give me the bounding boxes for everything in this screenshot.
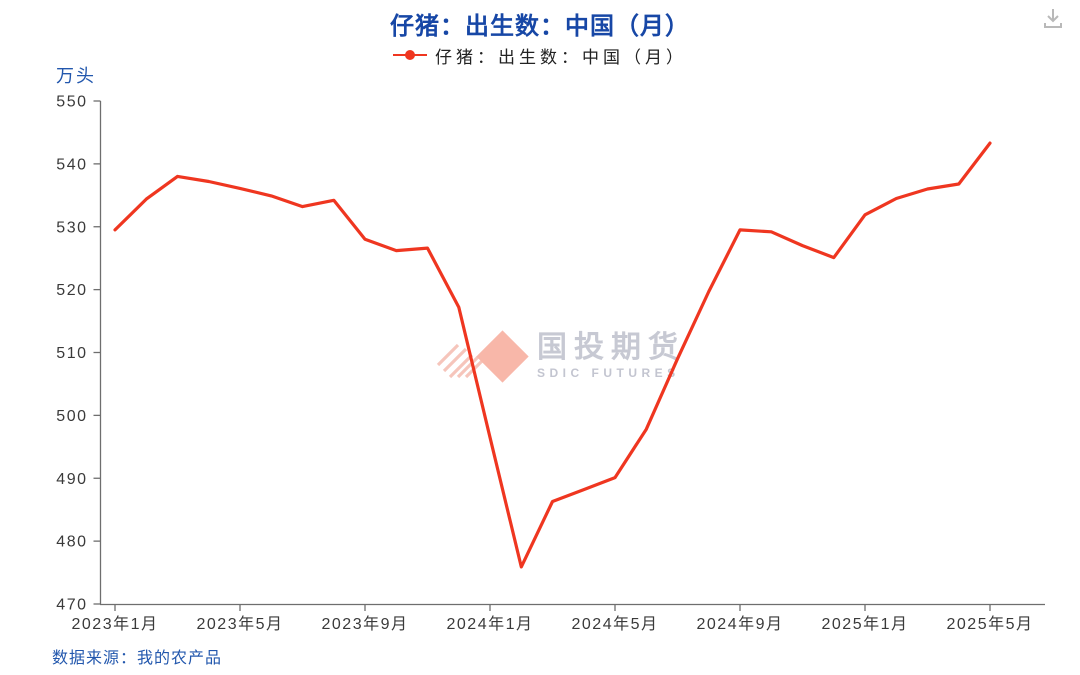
y-tick-label: 500 bbox=[56, 408, 87, 425]
y-tick-label: 510 bbox=[56, 345, 87, 362]
y-tick-label: 530 bbox=[56, 219, 87, 236]
y-tick-label: 520 bbox=[56, 282, 87, 299]
x-tick-label: 2023年1月 bbox=[72, 615, 159, 633]
legend-line-dot-icon bbox=[393, 49, 427, 61]
y-tick-label: 480 bbox=[56, 534, 87, 551]
x-tick-label: 2024年5月 bbox=[572, 615, 659, 633]
x-tick-label: 2023年9月 bbox=[322, 615, 409, 633]
x-tick-label: 2025年1月 bbox=[822, 615, 909, 633]
series-line bbox=[113, 141, 992, 569]
y-axis-unit-label: 万头 bbox=[56, 66, 96, 86]
y-tick-label: 470 bbox=[56, 597, 87, 614]
y-tick-label: 540 bbox=[56, 156, 87, 173]
legend-label: 仔猪：出生数：中国（月） bbox=[435, 47, 687, 67]
watermark-cn-text: 国投期货 bbox=[537, 331, 685, 364]
x-tick-label: 2023年5月 bbox=[197, 615, 284, 633]
y-tick-label: 490 bbox=[56, 471, 87, 488]
data-source: 数据来源：我的农产品 bbox=[52, 650, 223, 667]
watermark: 国投期货 SDIC FUTURES bbox=[436, 328, 685, 384]
download-icon[interactable] bbox=[1040, 6, 1066, 32]
watermark-stripes-icon bbox=[436, 343, 484, 379]
x-tick-label: 2024年9月 bbox=[697, 615, 784, 633]
chart-title: 仔猪：出生数：中国（月） bbox=[390, 13, 690, 40]
x-tick-label: 2024年1月 bbox=[447, 615, 534, 633]
legend: 仔猪：出生数：中国（月） bbox=[0, 44, 1080, 67]
watermark-en-text: SDIC FUTURES bbox=[537, 366, 680, 380]
x-tick-label: 2025年5月 bbox=[947, 615, 1034, 633]
y-tick-label: 550 bbox=[56, 94, 87, 111]
